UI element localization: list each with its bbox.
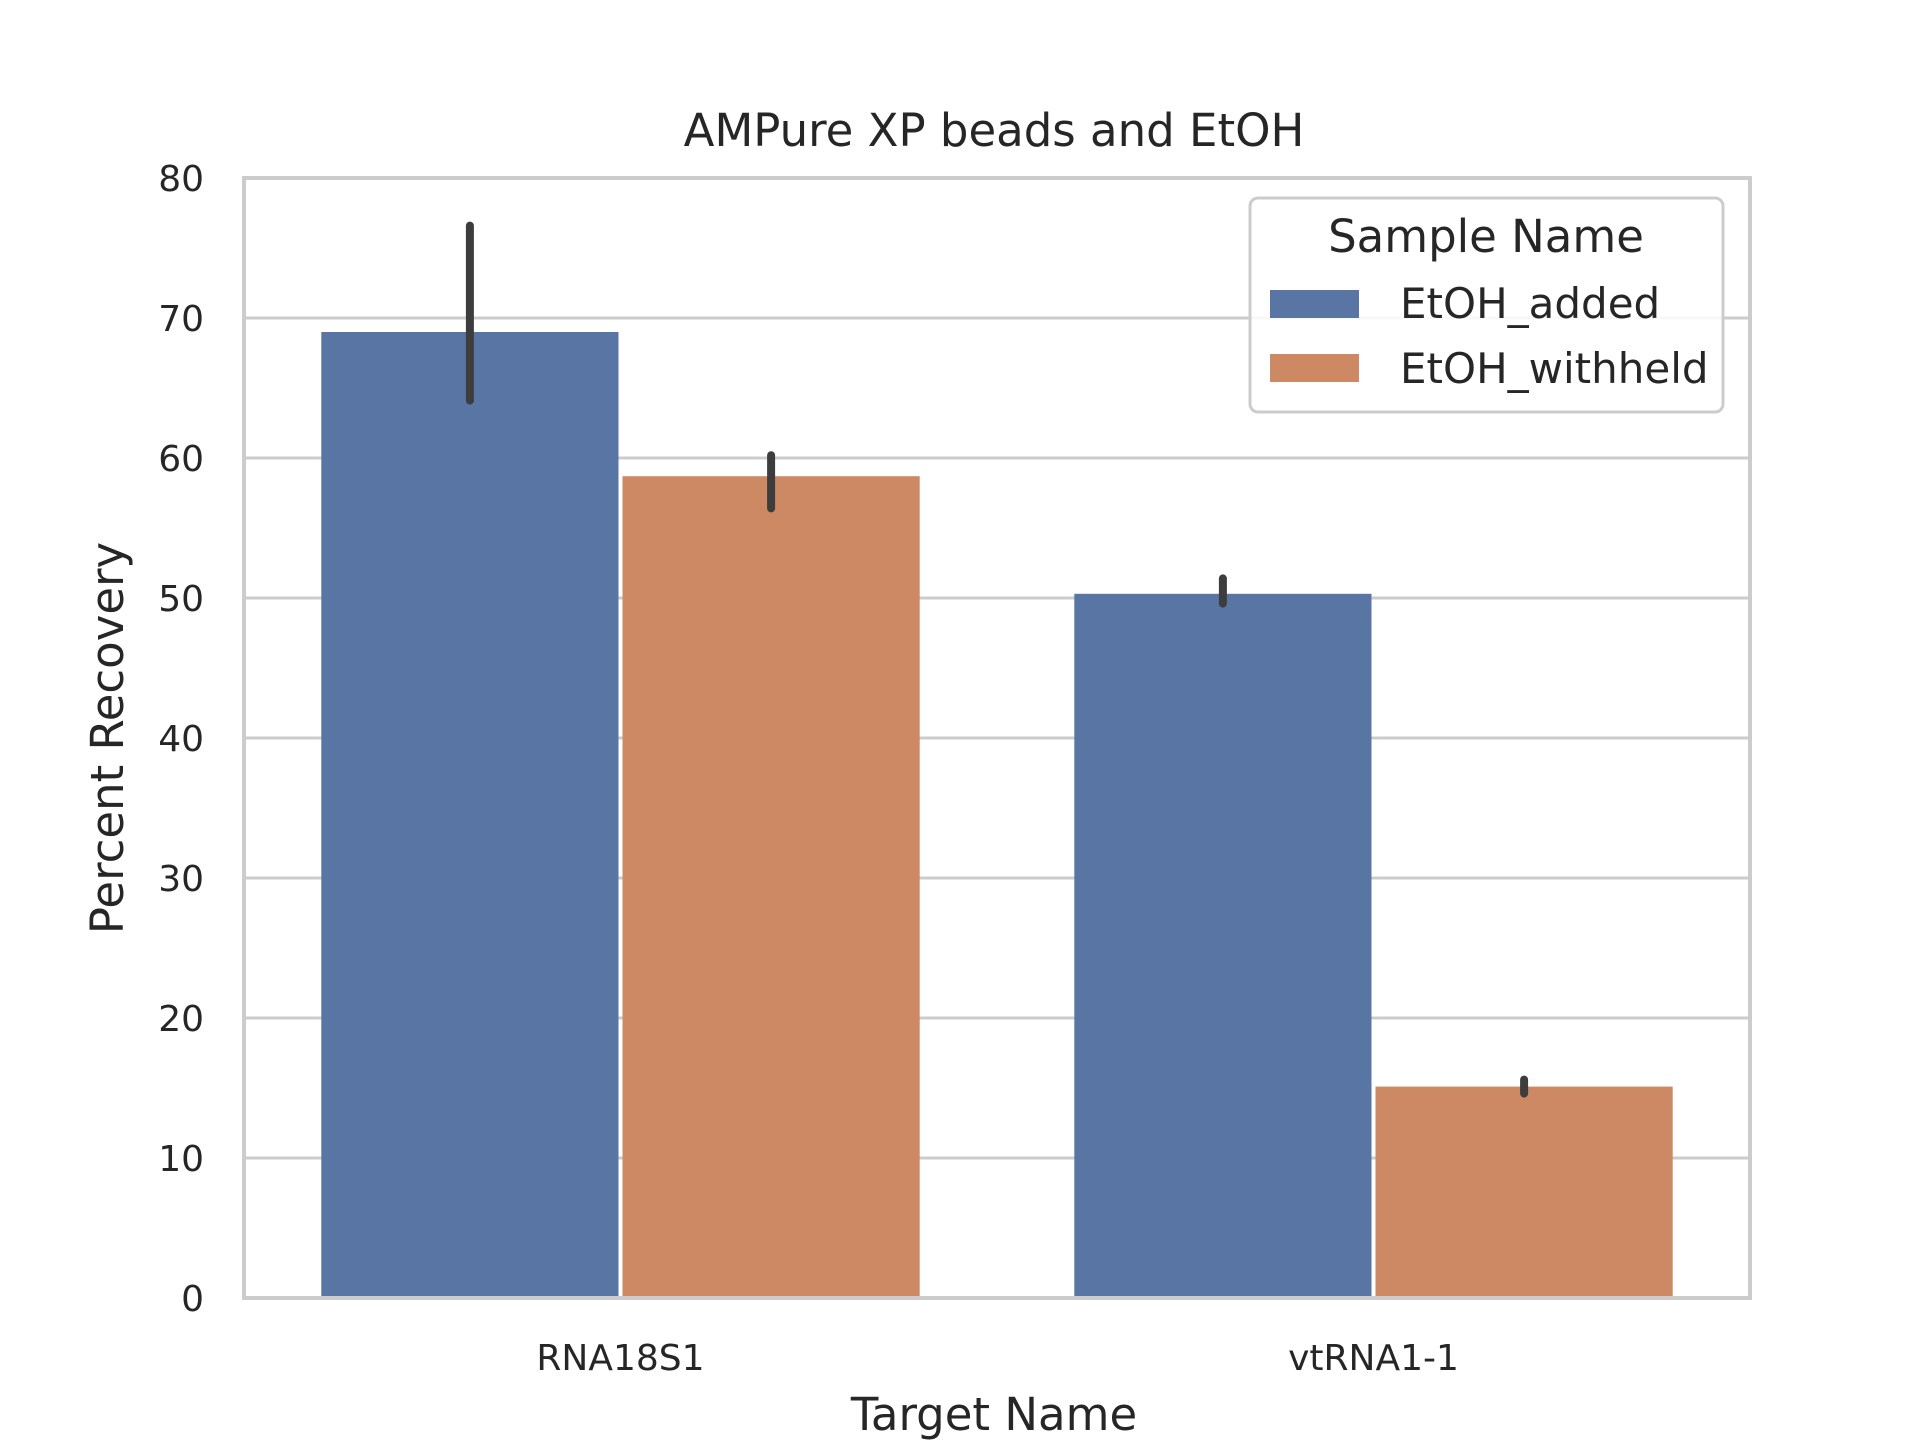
bar <box>321 332 619 1298</box>
plot-frame <box>242 176 1752 1300</box>
legend: Sample Name EtOH_added EtOH_withheld <box>1248 196 1725 414</box>
y-tick-label: 70 <box>158 299 204 340</box>
y-tick-label: 0 <box>181 1279 204 1320</box>
bar <box>622 476 920 1298</box>
y-tick-label: 80 <box>158 159 204 200</box>
legend-swatch <box>1270 290 1359 318</box>
legend-swatch <box>1270 354 1359 382</box>
x-axis-title: Target Name <box>850 1388 1137 1440</box>
legend-label: EtOH_added <box>1400 279 1660 328</box>
y-tick-label: 40 <box>158 719 204 760</box>
chart-title: AMPure XP beads and EtOH <box>684 104 1305 157</box>
bar <box>1074 593 1372 1298</box>
x-tick-label: vtRNA1-1 <box>1288 1338 1459 1379</box>
legend-label: EtOH_withheld <box>1400 344 1709 393</box>
x-axis-ticks: RNA18S1 vtRNA1-1 <box>536 1338 1458 1379</box>
y-tick-label: 50 <box>158 579 204 620</box>
y-tick-label: 30 <box>158 859 204 900</box>
error-bars <box>465 221 1529 1098</box>
y-tick-label: 10 <box>158 1139 204 1180</box>
y-tick-label: 20 <box>158 999 204 1040</box>
y-axis-ticks: 0 10 20 30 40 50 60 70 80 <box>158 159 204 1320</box>
y-tick-label: 60 <box>158 439 204 480</box>
legend-title: Sample Name <box>1328 210 1644 263</box>
legend-box <box>1248 196 1725 414</box>
bar <box>1375 1086 1673 1298</box>
x-tick-label: RNA18S1 <box>536 1338 704 1379</box>
y-axis-title: Percent Recovery <box>81 542 134 934</box>
bars <box>321 332 1673 1298</box>
